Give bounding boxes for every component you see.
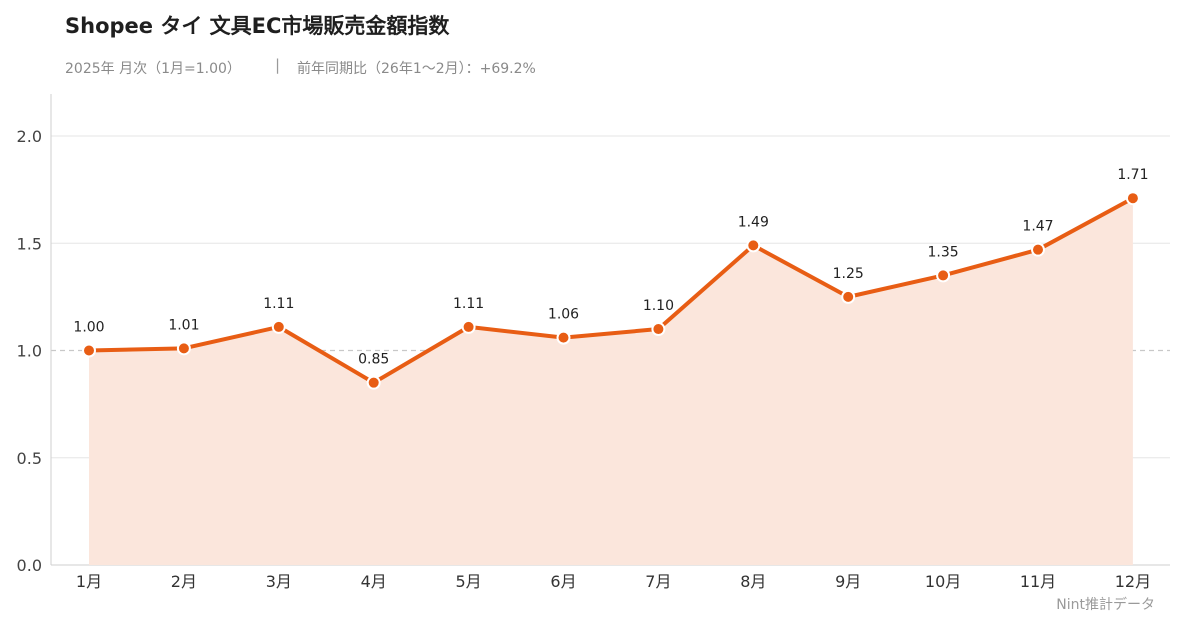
series-line (87, 196, 1135, 385)
data-point (841, 289, 856, 304)
data-label: 0.85 (358, 352, 389, 368)
data-label: 1.49 (738, 214, 769, 230)
data-point (271, 319, 286, 334)
x-tick-label: 12月 (1115, 572, 1151, 591)
y-tick-label: 1.0 (17, 342, 42, 361)
data-point (461, 319, 476, 334)
chart-subtitle: 2025年 月次（1月=1.00） (65, 61, 241, 77)
x-tick-label: 1月 (76, 572, 102, 591)
data-label: 1.11 (263, 296, 294, 312)
data-point (1031, 242, 1045, 257)
x-tick-label: 5月 (456, 572, 482, 591)
x-tick-label: 6月 (550, 572, 576, 591)
x-tick-label: 2月 (171, 572, 197, 591)
x-tick-label: 4月 (361, 572, 387, 591)
y-tick-label: 1.5 (17, 234, 42, 253)
yoy-note: 前年同期比（26年1〜2月）：+69.2% (297, 61, 536, 77)
data-point (936, 268, 951, 283)
x-tick-label: 7月 (645, 572, 671, 591)
y-tick-label: 2.0 (17, 127, 42, 146)
label-layer: 1.00 1.01 1.11 0.85 1.11 1.06 1.10 1.49 1.25 1.35… (73, 167, 1148, 367)
data-label: 1.35 (928, 244, 959, 260)
data-point (556, 330, 571, 345)
area-fill (89, 198, 1133, 565)
point-layer (82, 191, 1140, 390)
data-label: 1.01 (168, 317, 199, 333)
data-source-note: Nint推計データ (1056, 597, 1155, 613)
subtitle-separator: | (275, 56, 281, 74)
x-tick-label: 10月 (925, 572, 961, 591)
y-tick-label: 0.5 (17, 449, 42, 468)
chart-title: Shopee タイ 文具EC市場販売金額指数 (65, 14, 450, 38)
data-label: 1.06 (548, 307, 579, 323)
axis-layer: 0.0 0.5 1.0 1.5 2.0 1月 2月 3月 4月 5月 6月 7月 8月 9月 10月 11月 1… (17, 94, 1170, 591)
line-layer (87, 196, 1135, 385)
data-point (1125, 191, 1140, 206)
data-point (82, 343, 96, 358)
x-tick-label: 8月 (740, 572, 766, 591)
data-point (366, 375, 381, 390)
y-tick-label: 0.0 (17, 556, 42, 575)
data-point (651, 322, 666, 337)
x-tick-label: 11月 (1020, 572, 1056, 591)
x-tick-label: 3月 (266, 572, 292, 591)
data-label: 1.11 (453, 296, 484, 312)
x-tick-label: 9月 (835, 572, 861, 591)
data-point (176, 341, 191, 356)
data-label: 1.47 (1022, 219, 1053, 235)
data-label: 1.00 (73, 320, 104, 336)
data-label: 1.10 (643, 298, 674, 314)
data-point (746, 238, 761, 253)
area-layer (89, 198, 1133, 565)
data-label: 1.25 (833, 266, 864, 282)
data-label: 1.71 (1117, 167, 1148, 183)
